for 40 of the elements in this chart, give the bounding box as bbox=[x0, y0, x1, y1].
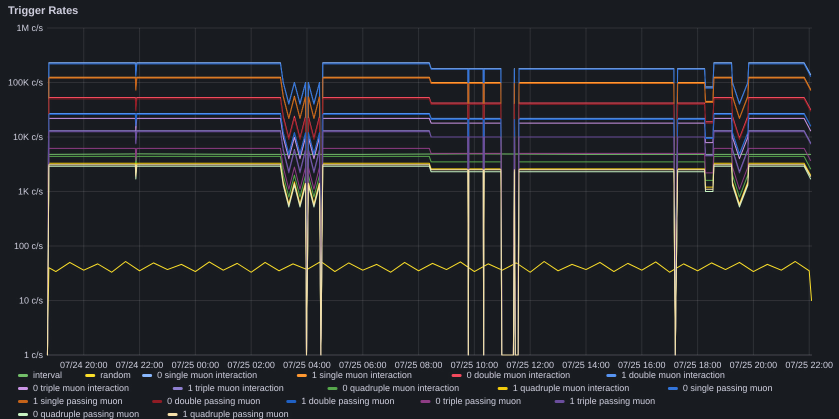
legend-label: 0 quadruple muon interaction bbox=[342, 383, 460, 393]
legend-label: 1 quadruple muon interaction bbox=[512, 383, 630, 393]
x-tick-label: 07/24 22:00 bbox=[116, 360, 164, 370]
legend-label: 1 quadruple passing muon bbox=[182, 409, 289, 419]
x-tick-label: 07/25 14:00 bbox=[562, 360, 610, 370]
x-tick-label: 07/25 10:00 bbox=[450, 360, 498, 370]
x-tick-label: 07/25 12:00 bbox=[506, 360, 554, 370]
legend-label: 1 double muon interaction bbox=[621, 370, 725, 380]
legend-label: 0 triple passing muon bbox=[435, 396, 522, 406]
legend-label: 1 single passing muon bbox=[33, 396, 123, 406]
y-tick-label: 1 c/s bbox=[24, 350, 44, 360]
legend-label: 0 single passing muon bbox=[682, 383, 772, 393]
x-tick-label: 07/25 06:00 bbox=[338, 360, 387, 370]
legend-label: 0 single muon interaction bbox=[157, 370, 258, 380]
x-tick-label: 07/25 22:00 bbox=[785, 360, 833, 370]
y-tick-label: 100K c/s bbox=[8, 78, 44, 88]
x-tick-label: 07/25 16:00 bbox=[618, 360, 666, 370]
x-tick-label: 07/25 04:00 bbox=[283, 360, 331, 370]
x-tick-label: 07/24 20:00 bbox=[60, 360, 108, 370]
legend-label: random bbox=[100, 370, 131, 380]
x-tick-label: 07/25 00:00 bbox=[172, 360, 220, 370]
legend-label: 0 double passing muon bbox=[167, 396, 260, 406]
y-tick-label: 1K c/s bbox=[18, 186, 44, 197]
y-tick-label: 10 c/s bbox=[18, 296, 44, 306]
legend-label: 1 single muon interaction bbox=[312, 370, 412, 380]
chart-title: Trigger Rates bbox=[8, 5, 78, 17]
x-tick-label: 07/25 20:00 bbox=[730, 360, 778, 370]
y-tick-label: 1M c/s bbox=[16, 23, 44, 34]
legend-label: 1 double passing muon bbox=[301, 396, 394, 406]
x-tick-label: 07/25 08:00 bbox=[394, 360, 442, 370]
legend-label: 1 triple passing muon bbox=[570, 396, 656, 406]
y-tick-label: 10K c/s bbox=[12, 132, 44, 142]
legend-label: 0 double muon interaction bbox=[466, 370, 570, 380]
legend-label: 0 quadruple passing muon bbox=[33, 409, 140, 419]
legend-label: 0 triple muon interaction bbox=[33, 383, 130, 393]
legend-label: 1 triple muon interaction bbox=[188, 383, 284, 393]
x-tick-label: 07/25 18:00 bbox=[674, 360, 722, 370]
legend-label: interval bbox=[33, 370, 62, 380]
y-tick-label: 100 c/s bbox=[14, 241, 44, 252]
x-tick-label: 07/25 02:00 bbox=[227, 360, 275, 370]
